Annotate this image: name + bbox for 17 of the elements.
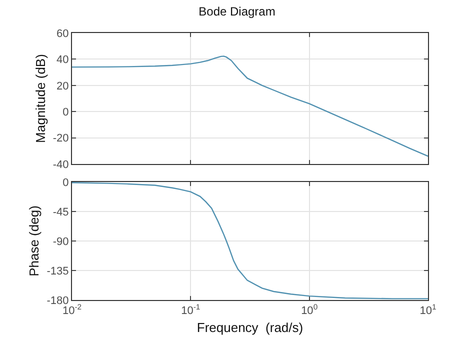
y-tick-label: 0 — [62, 176, 69, 189]
x-tick-label: 10$^{-1}$ — [181, 302, 200, 318]
y-tick-label: 20 — [56, 80, 69, 92]
y-tick-label: -20 — [52, 132, 69, 145]
y-tick-label: -135 — [46, 265, 69, 278]
chart-title: Bode Diagram — [198, 4, 276, 18]
y-tick-label: 60 — [56, 28, 69, 40]
x-tick-label: 10$^{0}$ — [301, 302, 318, 318]
y-axis-title: Phase (deg) — [26, 206, 42, 276]
y-tick-label: -90 — [52, 236, 69, 248]
x-axis-title: Frequency (rad/s) — [196, 320, 304, 335]
y-tick-label: -40 — [52, 158, 69, 171]
y-axis-title: Magnitude (dB) — [32, 54, 48, 143]
y-tick-label: -45 — [52, 206, 69, 218]
y-tick-label: 40 — [56, 54, 69, 66]
y-tick-label: 0 — [62, 106, 69, 118]
x-tick-label: 10$^{1}$ — [420, 302, 436, 318]
